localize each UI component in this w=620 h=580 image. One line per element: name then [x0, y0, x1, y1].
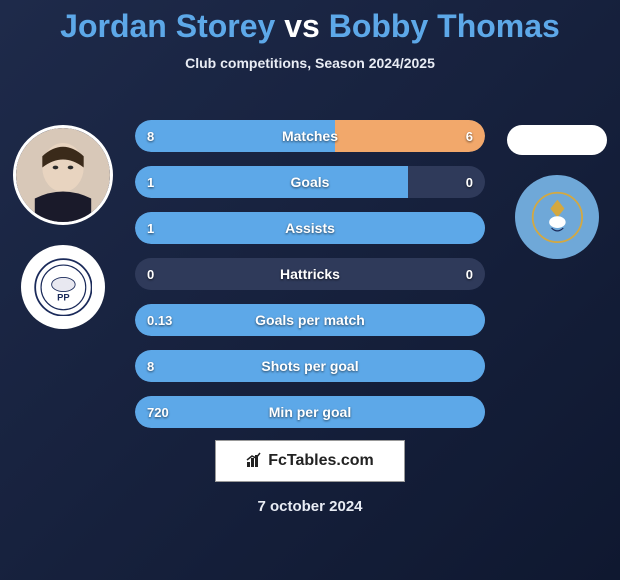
footer-logo: FcTables.com: [215, 440, 405, 482]
stat-value-right: 0: [454, 258, 485, 290]
stat-row: 0Hattricks0: [135, 258, 485, 290]
stat-row: 1Goals0: [135, 166, 485, 198]
player1-club-badge: PP: [21, 245, 105, 329]
footer-site: FcTables.com: [268, 452, 374, 470]
player2-club-badge: [515, 175, 599, 259]
stat-label: Assists: [135, 212, 485, 244]
player2-name: Bobby Thomas: [329, 8, 560, 44]
stat-row: 0.13Goals per match: [135, 304, 485, 336]
chart-icon: [246, 452, 262, 471]
vs-text: vs: [284, 8, 320, 44]
right-avatars: [502, 125, 612, 259]
player2-avatar: [507, 125, 607, 155]
stat-label: Matches: [135, 120, 485, 152]
stat-row: 8Matches6: [135, 120, 485, 152]
stat-label: Goals per match: [135, 304, 485, 336]
subtitle: Club competitions, Season 2024/2025: [0, 55, 620, 71]
left-avatars: PP: [8, 125, 118, 329]
stat-label: Hattricks: [135, 258, 485, 290]
stat-label: Shots per goal: [135, 350, 485, 382]
stat-value-right: 6: [454, 120, 485, 152]
stats-container: 8Matches61Goals01Assists0Hattricks00.13G…: [135, 120, 485, 442]
stat-label: Min per goal: [135, 396, 485, 428]
footer-date: 7 october 2024: [0, 498, 620, 515]
player1-avatar: [13, 125, 113, 225]
svg-text:PP: PP: [57, 291, 70, 302]
stat-row: 720Min per goal: [135, 396, 485, 428]
stat-label: Goals: [135, 166, 485, 198]
player1-name: Jordan Storey: [60, 8, 275, 44]
stat-row: 8Shots per goal: [135, 350, 485, 382]
stat-row: 1Assists: [135, 212, 485, 244]
stat-value-right: 0: [454, 166, 485, 198]
comparison-title: Jordan Storey vs Bobby Thomas: [0, 0, 620, 45]
